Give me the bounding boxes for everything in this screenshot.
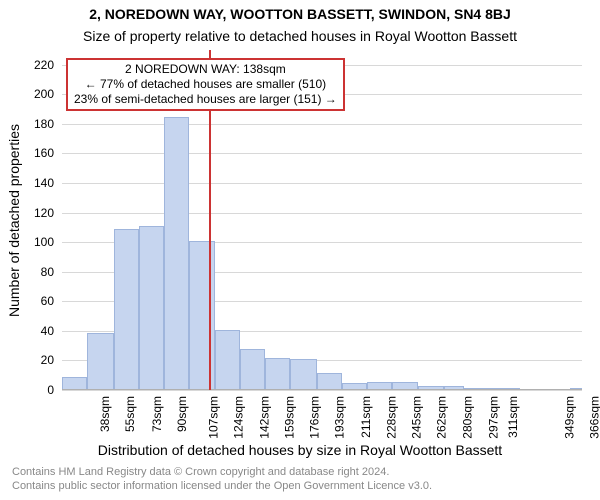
chart-title-line-2: Size of property relative to detached ho… <box>0 28 600 44</box>
histogram-bar <box>444 386 465 389</box>
reference-box-line-1: 2 NOREDOWN WAY: 138sqm <box>74 62 337 77</box>
x-tick-label: 280sqm <box>461 396 475 439</box>
histogram-bar <box>464 388 520 389</box>
footer-line-2: Contains public sector information licen… <box>12 480 432 492</box>
x-tick-label: 245sqm <box>410 396 424 439</box>
y-tick-label: 180 <box>34 117 54 131</box>
x-axis-ticks: 38sqm 55sqm 73sqm 90sqm 107sqm 124sqm 142sqm 15… <box>62 392 582 440</box>
x-tick-label: 142sqm <box>258 396 272 439</box>
y-tick-label: 200 <box>34 87 54 101</box>
histogram-bar <box>418 386 443 389</box>
y-tick-label: 140 <box>34 176 54 190</box>
x-tick-label: 211sqm <box>359 396 373 438</box>
y-tick-label: 120 <box>34 206 54 220</box>
histogram-bar <box>367 382 392 389</box>
histogram-bar <box>570 388 582 389</box>
x-tick-label: 55sqm <box>123 396 137 432</box>
y-tick-label: 60 <box>41 294 54 308</box>
histogram-bar <box>240 349 265 389</box>
x-tick-label: 124sqm <box>231 396 245 439</box>
x-tick-label: 73sqm <box>150 396 164 432</box>
x-axis-label: Distribution of detached houses by size … <box>0 442 600 458</box>
reference-annotation-box: 2 NOREDOWN WAY: 138sqm ← 77% of detached… <box>66 58 345 111</box>
x-tick-label: 107sqm <box>206 396 220 439</box>
chart-title-line-1: 2, NOREDOWN WAY, WOOTTON BASSETT, SWINDO… <box>0 6 600 22</box>
x-tick-label: 349sqm <box>563 396 577 439</box>
histogram-bar <box>164 117 189 389</box>
y-tick-label: 80 <box>41 265 54 279</box>
histogram-bar <box>139 226 164 389</box>
y-tick-label: 160 <box>34 146 54 160</box>
histogram-bar <box>265 358 290 389</box>
x-tick-label: 262sqm <box>435 396 449 439</box>
x-tick-label: 159sqm <box>283 396 297 439</box>
histogram-bar <box>342 383 367 389</box>
histogram-bar <box>317 373 342 389</box>
y-tick-label: 100 <box>34 235 54 249</box>
chart-container: 2, NOREDOWN WAY, WOOTTON BASSETT, SWINDO… <box>0 0 600 500</box>
x-tick-label: 297sqm <box>486 396 500 439</box>
histogram-bar <box>290 359 317 389</box>
footer-line-1: Contains HM Land Registry data © Crown c… <box>12 466 389 478</box>
histogram-bar <box>114 229 139 389</box>
y-tick-label: 20 <box>41 353 54 367</box>
histogram-bar <box>87 333 114 389</box>
histogram-bar <box>62 377 87 389</box>
gridline <box>62 390 582 391</box>
x-tick-label: 311sqm <box>506 396 520 438</box>
reference-box-line-3: 23% of semi-detached houses are larger (… <box>74 92 337 107</box>
x-tick-label: 176sqm <box>308 396 322 439</box>
x-tick-label: 90sqm <box>175 396 189 432</box>
y-tick-label: 220 <box>34 58 54 72</box>
x-tick-label: 366sqm <box>588 396 600 439</box>
histogram-bar <box>215 330 240 389</box>
y-tick-label: 0 <box>47 383 54 397</box>
histogram-bar <box>392 382 419 389</box>
x-tick-label: 38sqm <box>98 396 112 432</box>
plot-area: 2 NOREDOWN WAY: 138sqm ← 77% of detached… <box>62 50 582 390</box>
y-axis-ticks: 020406080100120140160180200220 <box>0 50 58 390</box>
reference-box-line-2: ← 77% of detached houses are smaller (51… <box>74 77 337 92</box>
y-tick-label: 40 <box>41 324 54 338</box>
x-tick-label: 228sqm <box>385 396 399 439</box>
x-tick-label: 193sqm <box>333 396 347 439</box>
